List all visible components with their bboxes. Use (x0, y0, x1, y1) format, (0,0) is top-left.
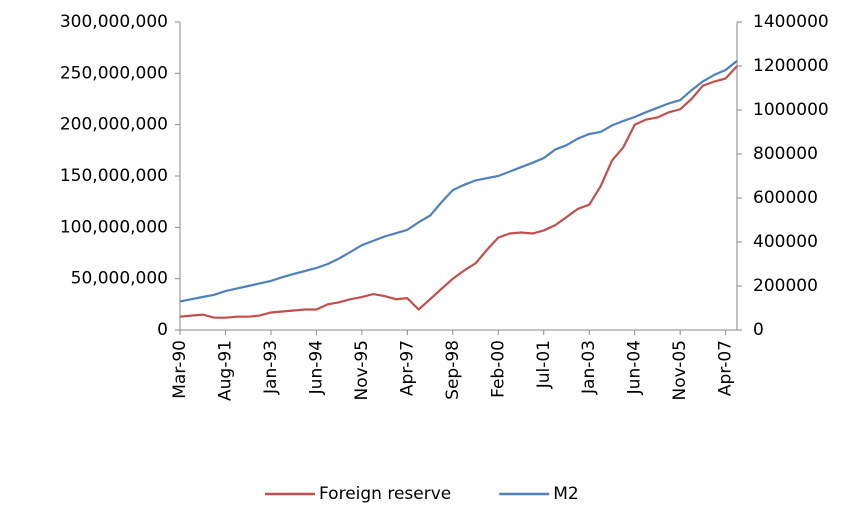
y-tick-label: 150,000,000 (60, 166, 168, 186)
y-tick-label: 0 (157, 320, 168, 340)
x-tick-label: Sep-98 (443, 340, 463, 400)
x-tick-label: Aug-91 (215, 340, 235, 401)
x-tick-label: Jan-93 (261, 340, 281, 395)
x-tick-label: Nov-95 (352, 340, 372, 401)
x-tick-label: Apr-07 (716, 340, 736, 396)
series-line (179, 65, 738, 319)
x-tick-label: Mar-90 (170, 340, 190, 399)
x-tick-label: Apr-97 (397, 340, 417, 396)
y2-tick-label: 800000 (753, 144, 818, 164)
x-tick-label: Nov-05 (670, 340, 690, 401)
x-tick-label: Jan-03 (579, 340, 599, 395)
x-tick-label: Jun-04 (625, 340, 645, 395)
legend-label: M2 (553, 484, 578, 504)
y2-tick-label: 400000 (753, 232, 818, 252)
x-tick-label: Feb-00 (488, 340, 508, 398)
y2-tick-label: 1200000 (753, 56, 829, 76)
x-tick-label: Jul-01 (534, 340, 554, 389)
y-tick-label: 100,000,000 (60, 217, 168, 237)
y-tick-label: 250,000,000 (60, 63, 168, 83)
y2-tick-label: 600000 (753, 188, 818, 208)
y-tick-label: 50,000,000 (71, 269, 168, 289)
series-line (179, 60, 738, 303)
y2-tick-label: 1400000 (753, 12, 829, 32)
legend-label: Foreign reserve (319, 484, 451, 504)
y-tick-label: 200,000,000 (60, 115, 168, 135)
y-tick-label: 300,000,000 (60, 12, 168, 32)
x-tick-label: Jun-94 (306, 340, 326, 395)
y2-tick-label: 1000000 (753, 100, 829, 120)
y2-tick-label: 0 (753, 320, 764, 340)
y2-tick-label: 200000 (753, 276, 818, 296)
